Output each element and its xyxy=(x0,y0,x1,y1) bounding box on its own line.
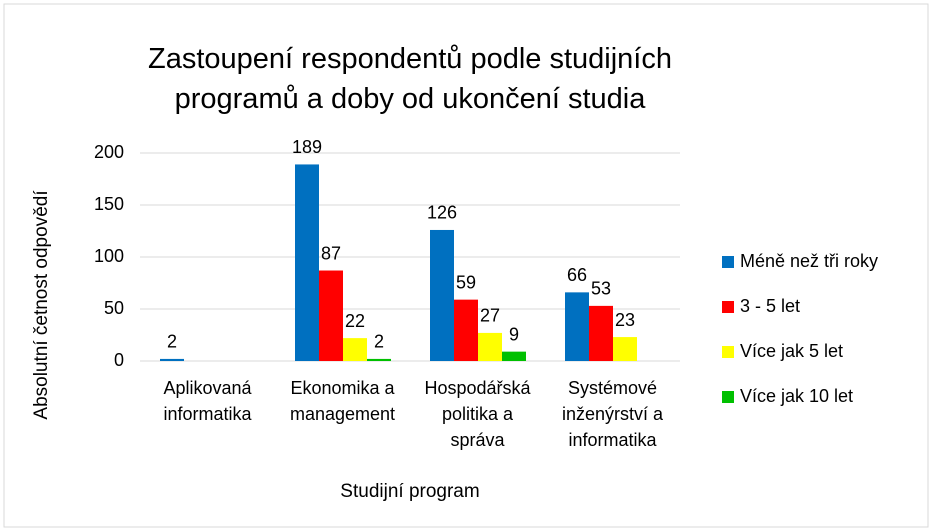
chart-frame xyxy=(3,3,929,528)
legend-swatch xyxy=(722,346,734,358)
data-label: 27 xyxy=(480,306,500,326)
data-label: 9 xyxy=(509,324,519,344)
data-label: 59 xyxy=(456,272,476,292)
legend-swatch xyxy=(722,391,734,403)
data-label: 23 xyxy=(615,310,635,330)
bar xyxy=(343,338,367,361)
bar xyxy=(160,358,184,361)
data-label: 87 xyxy=(321,243,341,263)
bar xyxy=(295,164,319,361)
legend-swatch xyxy=(722,256,734,268)
legend-label: Více jak 5 let xyxy=(740,341,843,361)
x-tick-label: Systémové inženýrství a informatika xyxy=(562,378,664,450)
data-label: 189 xyxy=(292,137,322,157)
x-tick-label: Hospodářská politika a správa xyxy=(424,378,531,450)
data-label: 126 xyxy=(427,203,457,223)
bar xyxy=(613,337,637,361)
legend-label: 3 - 5 let xyxy=(740,296,800,316)
x-tick-label: Ekonomika a management xyxy=(290,378,396,424)
y-tick-label: 0 xyxy=(114,350,124,370)
y-tick-label: 150 xyxy=(94,194,124,214)
chart-title: Zastoupení respondentů podle studijních p… xyxy=(148,43,672,115)
y-tick-label: 50 xyxy=(104,298,124,318)
y-axis-label: Absolutní četnost odpovědí xyxy=(31,190,52,420)
data-label: 22 xyxy=(345,311,365,331)
legend-label: Více jak 10 let xyxy=(740,386,853,406)
legend-swatch xyxy=(722,301,734,313)
bar xyxy=(367,358,391,361)
x-axis-label: Studijní program xyxy=(340,481,479,502)
x-tick-label: Aplikovaná informatika xyxy=(163,378,252,424)
bar xyxy=(589,305,613,361)
bar xyxy=(502,351,526,361)
y-tick-label: 200 xyxy=(94,142,124,162)
y-tick-label: 100 xyxy=(94,246,124,266)
data-label: 2 xyxy=(374,332,384,352)
legend-label: Méně než tři roky xyxy=(740,251,878,271)
bar xyxy=(478,332,502,361)
data-label: 53 xyxy=(591,279,611,299)
bar xyxy=(430,229,454,361)
bar xyxy=(565,292,589,361)
data-label: 2 xyxy=(167,332,177,352)
bar xyxy=(454,299,478,361)
data-label: 66 xyxy=(567,265,587,285)
bar xyxy=(319,270,343,361)
